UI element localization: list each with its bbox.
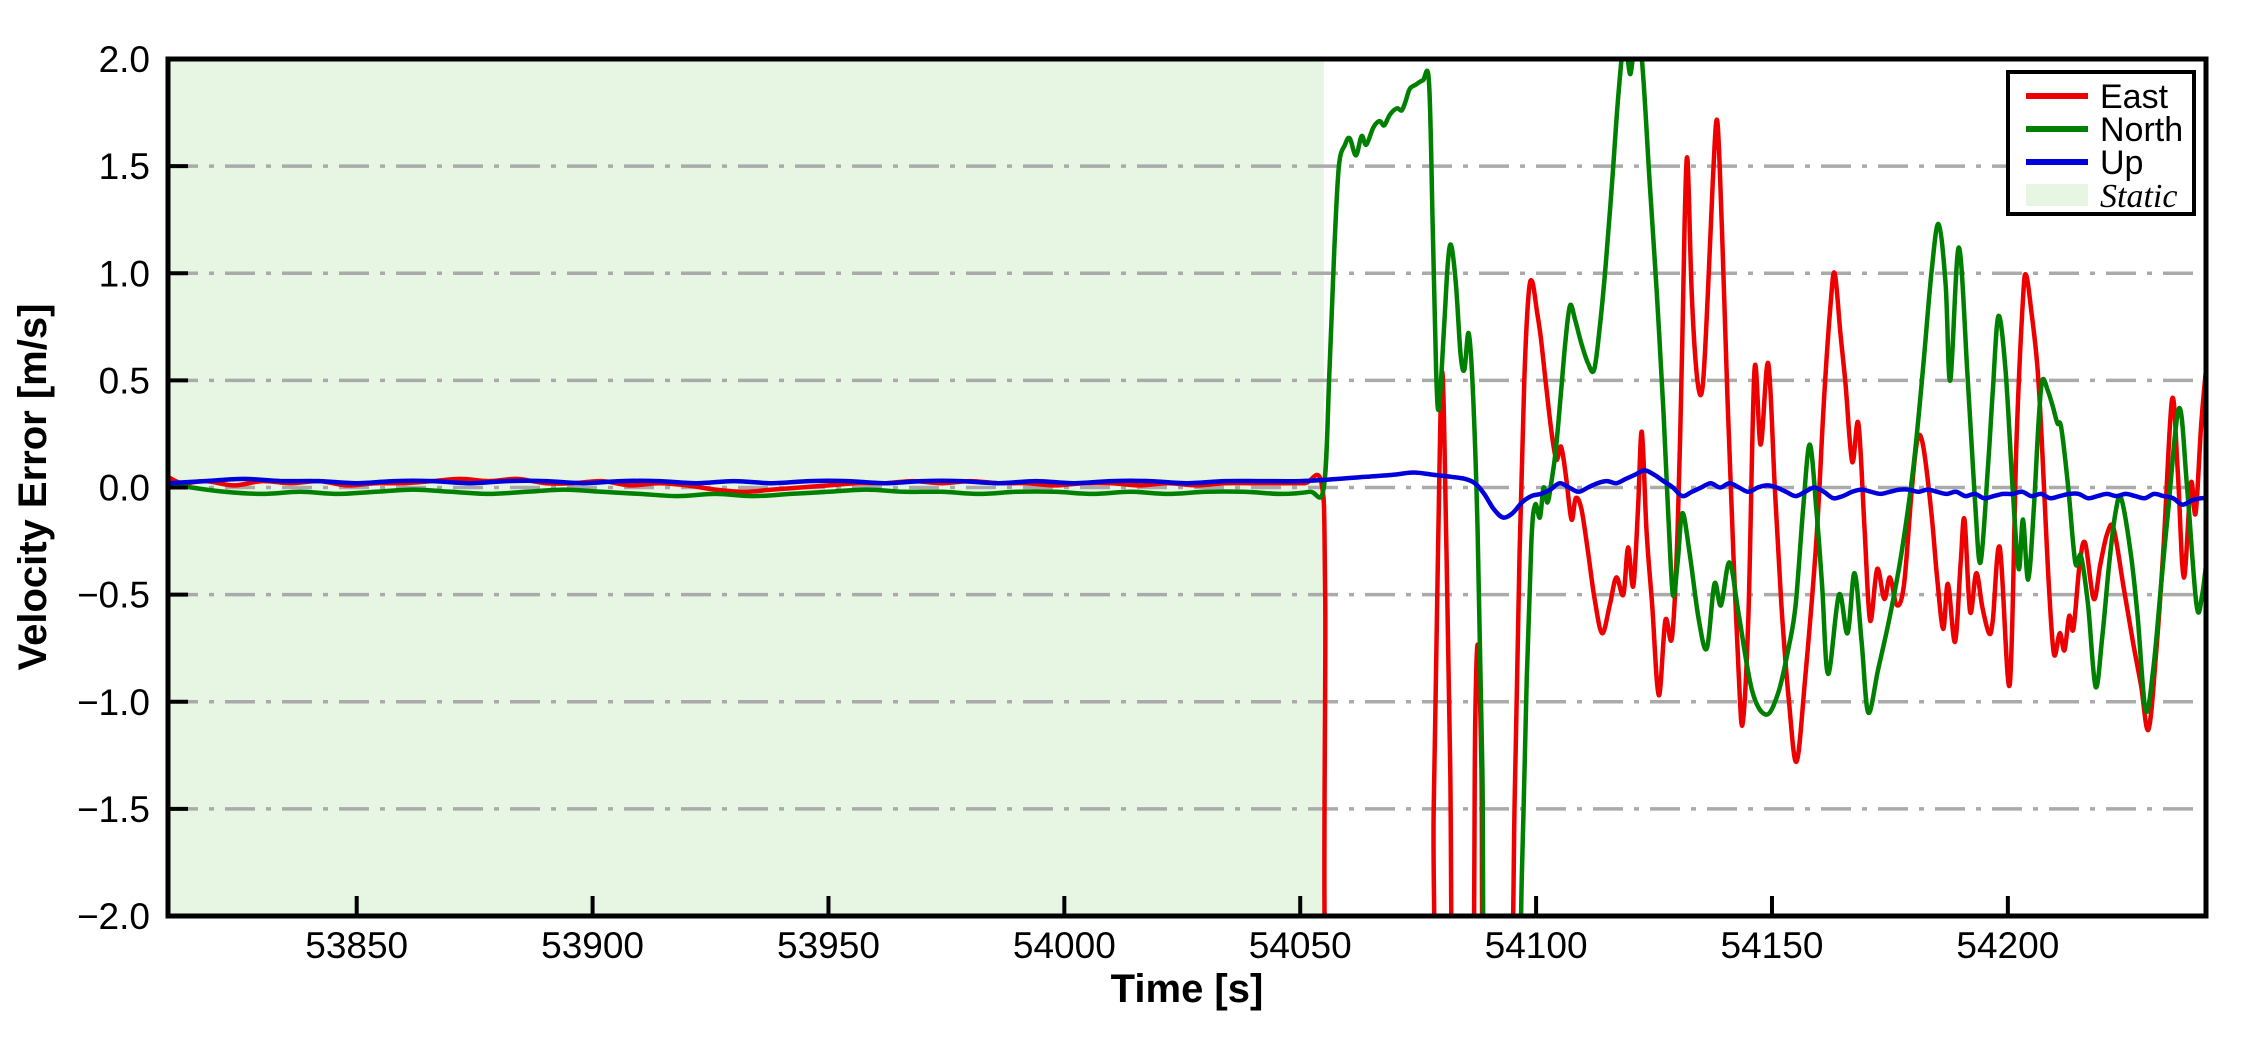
y-tick-label: −2.0 (77, 896, 150, 937)
x-axis-label: Time [s] (1111, 967, 1264, 1011)
series-line-north (168, 59, 2206, 916)
legend-static-patch-swatch (2026, 184, 2088, 206)
y-tick-label: 2.0 (99, 39, 150, 80)
y-tick-label: −0.5 (77, 575, 150, 616)
legend-static-label: Static (2100, 178, 2177, 215)
data-series (168, 59, 2206, 916)
x-tick-label: 54150 (1721, 925, 1824, 966)
axes-spines-and-ticks (165, 56, 2209, 919)
x-tick-label: 54000 (1013, 925, 1116, 966)
y-axis-label: Velocity Error [m/s] (11, 304, 55, 671)
legend-up-label: Up (2100, 144, 2143, 182)
x-tick-label: 53900 (541, 925, 644, 966)
x-tick-label: 54100 (1485, 925, 1588, 966)
legend-east-label: East (2100, 78, 2169, 116)
y-tick-label: −1.0 (77, 682, 150, 723)
y-tick-label: −1.5 (77, 789, 150, 830)
x-tick-label: 53850 (305, 925, 408, 966)
y-tick-label: 0.0 (99, 468, 150, 509)
tick-labels: 53850 53900 53950 54000 54050 54100 54150 54200… (77, 39, 2059, 966)
y-tick-label: 0.5 (99, 360, 150, 401)
legend-north-label: North (2100, 111, 2183, 149)
legend: East North Up Static (2006, 70, 2196, 216)
series-line-up (168, 468, 2206, 520)
x-tick-label: 54200 (1956, 925, 2059, 966)
y-tick-label: 1.5 (99, 146, 150, 187)
y-tick-label: 1.0 (99, 253, 150, 294)
x-tick-label: 53950 (777, 925, 880, 966)
x-tick-label: 54050 (1249, 925, 1352, 966)
